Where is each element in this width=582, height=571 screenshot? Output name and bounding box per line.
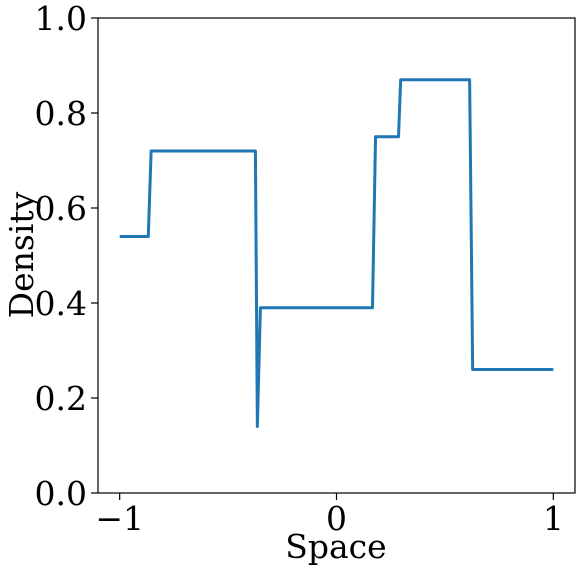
y-tick-label: 0.2 [35,379,87,418]
plot-frame [97,17,576,494]
x-tick-label: 1 [543,499,564,538]
x-tick-label: 0 [326,499,347,538]
y-tick-label: 0.8 [35,94,87,133]
y-tick-label: 0.4 [35,284,87,323]
x-tick-label: −1 [95,499,144,538]
x-axis-label: Space [285,527,386,566]
y-tick-label: 0.0 [35,474,87,513]
y-tick-label: 1.0 [35,0,87,38]
y-tick-label: 0.6 [35,189,87,228]
y-axis-label: Density [2,191,41,318]
data-line [119,78,554,428]
